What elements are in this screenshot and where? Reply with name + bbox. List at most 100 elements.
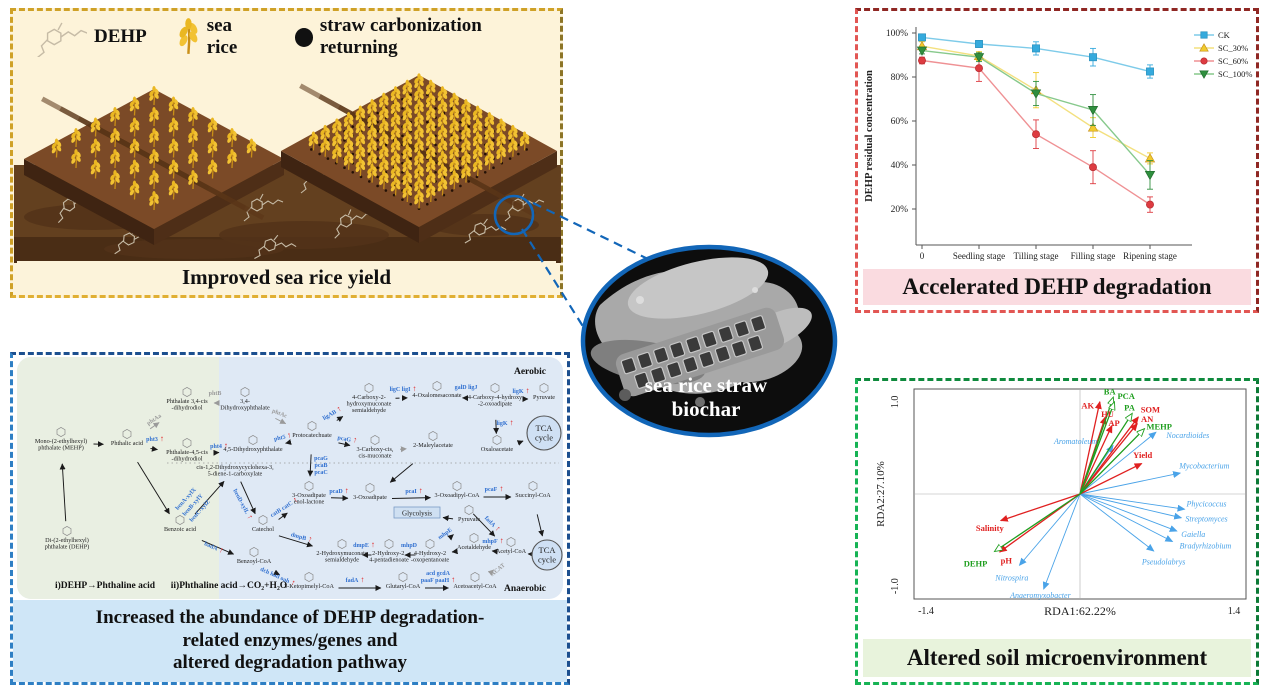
svg-text:phtAc: phtAc (271, 408, 288, 420)
rice-field-illustration (14, 72, 561, 263)
rda-x-label: RDA1:62.22% (1044, 604, 1116, 618)
rda-arrows-deg (995, 398, 1144, 551)
legend-label-straw: straw carbonization returning (319, 15, 482, 58)
rda-label-AN: AN (1141, 414, 1154, 424)
svg-text:Oxaloacetate: Oxaloacetate (481, 446, 514, 453)
svg-text:4-Carboxy-4-hydroxy: 4-Carboxy-4-hydroxy (468, 394, 523, 401)
black-circle-icon (294, 27, 313, 47)
svg-text:Anaerobic: Anaerobic (504, 584, 546, 594)
rda-label-PA: PA (1124, 403, 1136, 413)
rda-label-AK: AK (1081, 401, 1094, 411)
rda-label-Anaeromyxobacter: Anaeromyxobacter (1009, 591, 1071, 600)
panel-sea-rice-yield: DEHP sea rice straw carbonization return… (10, 8, 563, 298)
svg-text:Phthalate-4,5-cis: Phthalate-4,5-cis (166, 449, 208, 456)
rda-arrows-env (998, 400, 1143, 553)
svg-text:phthalate (MEHP): phthalate (MEHP) (38, 445, 84, 452)
chart-legend: CK SC_30% SC_60% SC_100% (1194, 30, 1252, 79)
svg-text:phtB: phtB (209, 391, 222, 397)
svg-text:4,5-Dihydroxyphthalate: 4,5-Dihydroxyphthalate (223, 446, 283, 453)
svg-text:3-Oxoadipyl-CoA: 3-Oxoadipyl-CoA (434, 492, 480, 499)
rda-label-DEHP: DEHP (964, 558, 988, 568)
svg-text:Tilling stage: Tilling stage (1014, 251, 1059, 261)
arrow-to-rda-panel (784, 405, 850, 471)
svg-text:pht5 ↑: pht5 ↑ (273, 430, 292, 442)
svg-text:galD ligJ: galD ligJ (455, 385, 478, 391)
pathway-nodes: Di-(2-ethylhexyl)phthalate (DEHP) Mono-(2… (35, 367, 563, 594)
svg-text:Dihydroxyphthalate: Dihydroxyphthalate (220, 405, 270, 412)
caption-rda: Altered soil microenvironment (863, 639, 1251, 677)
arrow-to-degradation-panel (784, 214, 850, 280)
svg-text:40%: 40% (891, 161, 909, 171)
svg-text:-oxopentanoate: -oxopentanoate (411, 557, 449, 564)
svg-text:Catechol: Catechol (252, 526, 274, 533)
metabolic-pathway-diagram: Di-(2-ethylhexyl)phthalate (DEHP) Mono-(2… (17, 357, 563, 599)
rda-label-AP: AP (1108, 418, 1119, 428)
rda-y-label: RDA2:27.10% (875, 461, 887, 527)
svg-text:Protocatechuate: Protocatechuate (292, 432, 332, 439)
sem-texture (590, 257, 812, 407)
svg-text:mhpF ↑: mhpF ↑ (482, 536, 503, 545)
rda-label-MEHP: MEHP (1146, 422, 1172, 432)
series-SC_100% (916, 46, 1156, 190)
rda-label-pH: pH (1001, 556, 1013, 566)
rda-label-Nocardioides: Nocardioides (1165, 431, 1209, 440)
svg-text:20%: 20% (891, 205, 909, 215)
svg-text:4-pentadienoate: 4-pentadienoate (369, 557, 409, 564)
rda-label-Nitrospira: Nitrospira (994, 574, 1028, 583)
svg-text:Acetyl-CoA: Acetyl-CoA (496, 548, 527, 555)
svg-text:-2-oxoadipate: -2-oxoadipate (478, 401, 513, 408)
legend-label-sea-rice: sea rice (206, 15, 238, 58)
svg-text:Filling stage: Filling stage (1071, 251, 1116, 261)
rda-label-Mycobacterium: Mycobacterium (1178, 462, 1229, 471)
svg-text:Phthalic acid: Phthalic acid (111, 440, 144, 447)
pathway-edges (59, 395, 545, 591)
panel-dehp-degradation: 20% 40% 60% 80% 100% 0 Seedling stage Tilling s… (855, 8, 1259, 313)
svg-text:pcaD ↑: pcaD ↑ (329, 486, 348, 495)
caption-pathway-line3: altered degradation pathway (173, 652, 407, 674)
svg-text:cycle: cycle (538, 555, 556, 565)
sem-label-line2: biochar (672, 397, 741, 421)
caption-pathway-line2: related enzymes/genes and (182, 629, 398, 651)
svg-text:pcaF ↑: pcaF ↑ (485, 484, 504, 493)
legend-label-dehp: DEHP (94, 26, 147, 47)
caption-degradation: Accelerated DEHP degradation (863, 269, 1251, 305)
svg-text:Phthalate 3,4-cis: Phthalate 3,4-cis (166, 398, 208, 405)
rda-label-Bradyrhizobium: Bradyrhizobium (1179, 541, 1231, 550)
svg-text:3-Oxoadipate: 3-Oxoadipate (353, 494, 387, 501)
svg-text:1.4: 1.4 (1228, 606, 1241, 617)
svg-text:ligK ↑: ligK ↑ (496, 418, 513, 427)
svg-text:3-Oxoadipate: 3-Oxoadipate (292, 492, 326, 499)
y-axis-label: DEHP residual concentration (864, 70, 875, 202)
caption-pathway-line1: Increased the abundance of DEHP degradat… (95, 607, 485, 629)
svg-text:Succinyl-CoA: Succinyl-CoA (515, 492, 551, 499)
svg-text:acd gcdA: acd gcdA (426, 571, 451, 577)
svg-text:SC_30%: SC_30% (1218, 43, 1248, 53)
pathway-background (17, 357, 563, 599)
svg-text:pcaG ↑: pcaG ↑ (337, 432, 358, 444)
svg-text:Benzoic acid: Benzoic acid (164, 526, 197, 533)
svg-text:Acetoacetyl-CoA: Acetoacetyl-CoA (453, 583, 497, 590)
panel-soil-microenvironment: AK HU AP SOM AN Yield Salinity pH BA PCA PA MEHP DEH… (855, 378, 1259, 685)
svg-text:pcaC: pcaC (314, 470, 327, 476)
svg-text:Glutaryl-CoA: Glutaryl-CoA (386, 583, 421, 590)
svg-text:phthalate (DEHP): phthalate (DEHP) (45, 544, 90, 551)
svg-text:SC_60%: SC_60% (1218, 56, 1248, 66)
caption-pathway: Increased the abundance of DEHP degradat… (13, 600, 567, 682)
svg-text:-1.0: -1.0 (890, 578, 901, 594)
svg-text:2-Maleylacetate: 2-Maleylacetate (413, 442, 453, 449)
svg-text:pcaG: pcaG (314, 456, 328, 462)
rda-label-HU: HU (1101, 409, 1114, 419)
svg-text:0: 0 (920, 251, 925, 261)
arrow-to-yield-panel (570, 212, 636, 278)
svg-text:mhpD: mhpD (401, 543, 418, 549)
rice-sprig-icon (176, 18, 200, 56)
svg-text:pht4 ↑: pht4 ↑ (210, 441, 228, 450)
svg-text:2-Hydroxymuconate: 2-Hydroxymuconate (316, 550, 367, 557)
svg-text:Benzoyl-CoA: Benzoyl-CoA (237, 558, 272, 565)
svg-text:paaF paaH ↑: paaF paaH ↑ (421, 575, 455, 584)
svg-text:5-diene-1-carboxylate: 5-diene-1-carboxylate (208, 471, 263, 478)
series-CK (918, 33, 1154, 79)
legend-item-straw: straw carbonization returning (294, 15, 554, 59)
